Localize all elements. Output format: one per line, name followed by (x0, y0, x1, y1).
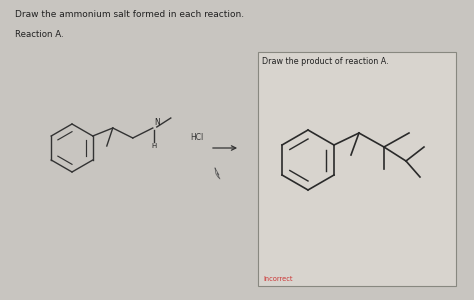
Text: Reaction A.: Reaction A. (15, 30, 64, 39)
Text: Draw the product of reaction A.: Draw the product of reaction A. (262, 57, 389, 66)
Text: HCl: HCl (191, 133, 204, 142)
Text: Draw the ammonium salt formed in each reaction.: Draw the ammonium salt formed in each re… (15, 10, 244, 19)
Text: Incorrect: Incorrect (263, 276, 292, 282)
Text: N: N (154, 118, 160, 127)
Bar (258, 52, 456, 286)
Text: H: H (151, 143, 156, 149)
